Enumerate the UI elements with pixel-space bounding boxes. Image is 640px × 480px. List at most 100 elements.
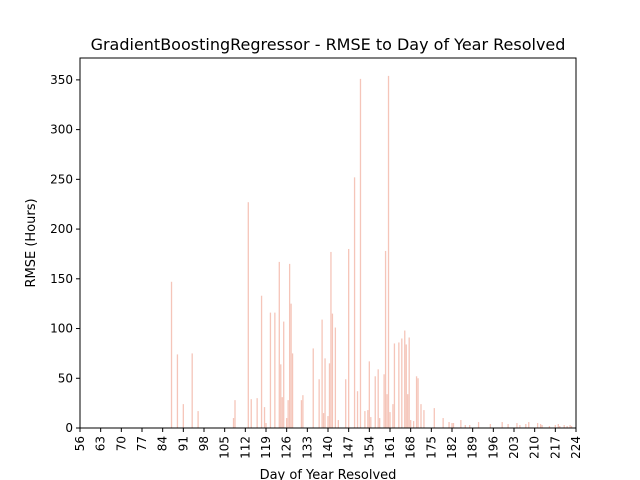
y-tick-label: 100 bbox=[50, 322, 73, 336]
x-tick-label: 224 bbox=[569, 436, 583, 459]
bar bbox=[374, 376, 376, 428]
bar bbox=[234, 400, 236, 428]
bar bbox=[536, 423, 539, 428]
bar bbox=[321, 319, 323, 428]
bar bbox=[337, 420, 339, 428]
bar bbox=[191, 353, 193, 428]
bar bbox=[442, 418, 444, 428]
x-axis-ticks: 56 63 70 77 84 91 98 105 112 119 126 133 140 147 154 16… bbox=[73, 428, 583, 459]
bar bbox=[433, 408, 435, 428]
x-tick-label: 217 bbox=[548, 436, 562, 459]
bar bbox=[197, 411, 199, 428]
bar bbox=[539, 424, 542, 428]
bar bbox=[525, 424, 527, 428]
bar bbox=[274, 312, 276, 428]
x-tick-label: 175 bbox=[424, 436, 438, 459]
bar bbox=[368, 361, 370, 428]
bar bbox=[327, 416, 329, 428]
x-tick-label: 161 bbox=[383, 436, 397, 459]
bar bbox=[383, 374, 385, 428]
bar bbox=[415, 376, 418, 428]
y-tick-label: 200 bbox=[50, 222, 73, 236]
x-tick-label: 56 bbox=[73, 436, 87, 451]
x-tick-label: 105 bbox=[218, 436, 232, 459]
bar bbox=[288, 263, 291, 428]
bar bbox=[417, 378, 419, 428]
bar bbox=[250, 399, 252, 428]
bar bbox=[423, 410, 425, 428]
bar bbox=[477, 422, 480, 428]
bar bbox=[269, 312, 272, 428]
bar bbox=[401, 338, 403, 428]
bar bbox=[404, 330, 406, 428]
y-tick-label: 350 bbox=[50, 73, 73, 87]
bar bbox=[501, 422, 503, 428]
x-tick-label: 126 bbox=[280, 436, 294, 459]
bar bbox=[384, 250, 387, 428]
bar bbox=[528, 422, 530, 428]
bar bbox=[405, 344, 407, 428]
bar bbox=[451, 423, 453, 428]
bar bbox=[566, 426, 568, 428]
bar bbox=[322, 413, 325, 428]
bar bbox=[377, 369, 379, 428]
x-tick-label: 98 bbox=[197, 436, 211, 451]
bar bbox=[353, 177, 356, 428]
x-tick-label: 154 bbox=[362, 436, 376, 459]
bar bbox=[407, 394, 409, 428]
bar bbox=[290, 303, 292, 428]
bar bbox=[370, 417, 372, 428]
bar bbox=[519, 425, 521, 428]
bar bbox=[302, 395, 304, 428]
bar bbox=[410, 420, 412, 428]
x-tick-label: 63 bbox=[94, 436, 108, 451]
bar bbox=[283, 321, 285, 428]
x-tick-label: 77 bbox=[135, 436, 149, 451]
bar bbox=[448, 422, 450, 428]
y-tick-label: 250 bbox=[50, 172, 73, 186]
y-axis-ticks: 0 50 100 150 200 250 300 350 bbox=[50, 73, 80, 435]
bar bbox=[286, 418, 288, 428]
bar bbox=[460, 420, 462, 428]
bar bbox=[330, 251, 332, 428]
x-tick-label: 189 bbox=[466, 436, 480, 459]
bar bbox=[557, 424, 559, 428]
bar bbox=[516, 423, 518, 428]
bar bbox=[554, 425, 556, 428]
bar bbox=[170, 281, 173, 428]
bar bbox=[356, 391, 359, 428]
bar bbox=[300, 400, 303, 428]
x-tick-label: 91 bbox=[176, 436, 190, 451]
bar bbox=[392, 404, 394, 428]
bar bbox=[393, 343, 396, 428]
x-tick-label: 70 bbox=[114, 436, 128, 451]
bar bbox=[570, 426, 573, 428]
bar bbox=[398, 342, 400, 428]
bar bbox=[256, 398, 258, 428]
bar bbox=[263, 407, 266, 428]
bar bbox=[232, 418, 235, 428]
bar bbox=[318, 379, 320, 428]
y-axis-label: RMSE (Hours) bbox=[24, 198, 39, 287]
y-tick-label: 50 bbox=[58, 371, 73, 385]
bar bbox=[359, 78, 362, 428]
bar bbox=[278, 261, 280, 428]
x-tick-label: 119 bbox=[259, 436, 273, 459]
bar bbox=[469, 425, 471, 428]
bar bbox=[281, 397, 283, 428]
x-tick-label: 203 bbox=[507, 436, 521, 459]
y-tick-label: 300 bbox=[50, 123, 73, 137]
bar bbox=[348, 248, 350, 428]
bar bbox=[280, 364, 282, 428]
x-tick-label: 140 bbox=[321, 436, 335, 459]
x-tick-label: 112 bbox=[238, 436, 252, 459]
x-tick-label: 196 bbox=[486, 436, 500, 459]
bar bbox=[389, 412, 391, 428]
bar bbox=[176, 354, 179, 428]
bar bbox=[312, 348, 314, 428]
bar bbox=[364, 411, 366, 428]
bar bbox=[386, 394, 388, 428]
chart-title: GradientBoostingRegressor - RMSE to Day … bbox=[91, 35, 566, 54]
x-tick-label: 84 bbox=[156, 436, 170, 451]
